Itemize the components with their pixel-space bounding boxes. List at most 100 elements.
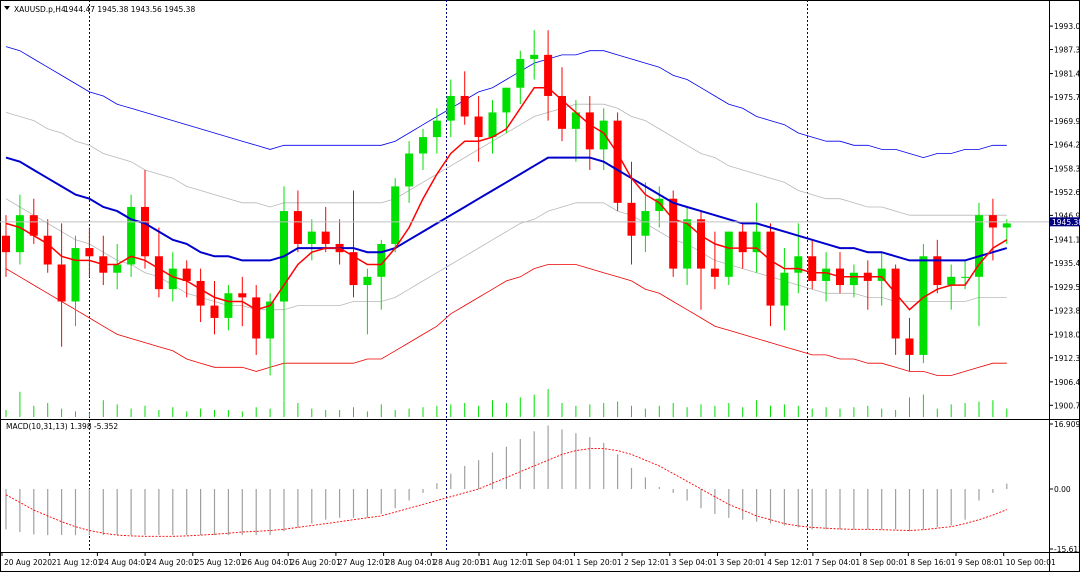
- candle-body: [822, 268, 831, 281]
- price-tick-label: 1946.95: [1054, 211, 1080, 220]
- candle: [57, 223, 66, 347]
- candle-body: [933, 256, 942, 286]
- candle: [113, 243, 122, 290]
- candle-body: [544, 54, 553, 96]
- ohlc-values: 1944.47 1945.38 1943.56 1945.38: [64, 5, 195, 14]
- candle-body: [29, 215, 38, 236]
- symbol-label: XAUUSD.p,H4: [14, 5, 66, 14]
- macd-panel: [5, 425, 1008, 537]
- time-tick-label: 3 Sep 20:01: [720, 558, 766, 567]
- candle: [43, 219, 52, 273]
- candle-body: [238, 293, 247, 298]
- candle-body: [961, 276, 970, 278]
- price-tick-label: 1981.45: [1054, 70, 1080, 79]
- candle: [502, 87, 511, 133]
- candle-body: [224, 293, 233, 318]
- candle-body: [516, 58, 525, 88]
- candle-body: [210, 305, 219, 318]
- ma-fast-line: [5, 86, 1008, 311]
- candle: [196, 268, 205, 323]
- candle-body: [766, 231, 775, 306]
- price-tick-label: 1912.30: [1054, 354, 1080, 363]
- candle: [530, 30, 539, 80]
- candle-body: [1002, 223, 1011, 228]
- price-axis[interactable]: 1993.00 1987.30 1981.45 1975.75 1969.90 1964.…: [1049, 22, 1080, 410]
- price-tick-label: 1958.35: [1054, 165, 1080, 174]
- price-tick-label: 1918.00: [1054, 330, 1080, 339]
- candle-body: [85, 248, 94, 257]
- candle-body: [655, 198, 664, 212]
- time-tick-label: 25 Aug 12:01: [195, 558, 246, 567]
- candle: [877, 252, 886, 306]
- envelope-bands: [5, 46, 1007, 376]
- moving-averages: [5, 86, 1008, 311]
- candle: [432, 108, 441, 154]
- candle: [127, 194, 136, 277]
- candle-body: [113, 264, 122, 273]
- price-tick-label: 1923.85: [1054, 306, 1080, 315]
- price-tick-label: 1935.40: [1054, 259, 1080, 268]
- price-tick-label: 1941.10: [1054, 235, 1080, 244]
- candle: [599, 108, 608, 170]
- price-tick-label: 1906.45: [1054, 378, 1080, 387]
- candle-body: [683, 219, 692, 269]
- candle-body: [154, 256, 163, 290]
- candle: [266, 293, 275, 376]
- candle-body: [57, 264, 66, 302]
- candle: [474, 95, 483, 162]
- candle-body: [905, 338, 914, 355]
- candle: [558, 67, 566, 142]
- macd-tick-label: 16.909: [1054, 420, 1080, 429]
- candle-body: [975, 215, 983, 277]
- price-tick-label: 1975.75: [1054, 93, 1080, 102]
- time-tick-label: 4 Sep 12:01: [767, 558, 813, 567]
- time-tick-label: 24 Aug 04:01: [99, 558, 150, 567]
- candle-body: [196, 280, 205, 306]
- macd-axis: 16.909 0.00 -15.613: [1049, 420, 1080, 554]
- band-upper-line: [5, 46, 1007, 159]
- candle: [919, 243, 928, 364]
- candle-body: [363, 276, 372, 286]
- candle-body: [15, 215, 24, 253]
- candle: [349, 190, 358, 298]
- price-tick-label: 1969.90: [1054, 117, 1080, 126]
- candle-body: [613, 120, 622, 203]
- price-tick-label: 1964.20: [1054, 140, 1080, 149]
- candle-body: [141, 206, 149, 257]
- candle-body: [530, 54, 539, 59]
- candle: [849, 264, 858, 298]
- price-tick-label: 1929.55: [1054, 283, 1080, 292]
- candle: [141, 169, 149, 269]
- candle-body: [321, 231, 330, 244]
- time-tick-label: 24 Aug 20:01: [147, 558, 198, 567]
- macd-label: MACD(10,31,13) 1.398 -5.352: [6, 422, 118, 431]
- candle-body: [293, 211, 302, 244]
- band-inner-upper-line: [5, 103, 1007, 216]
- candle: [210, 280, 219, 335]
- candles[interactable]: [2, 30, 1011, 401]
- candle: [752, 202, 761, 273]
- macd-tick-label: 0.00: [1054, 485, 1071, 494]
- candle: [363, 268, 372, 335]
- time-tick-label: 8 Sep 16:01: [910, 558, 956, 567]
- candle-body: [419, 137, 427, 154]
- macd-signal-line: [5, 448, 1007, 537]
- time-tick-label: 20 Aug 2020: [4, 558, 52, 567]
- candle: [613, 112, 622, 212]
- candle: [2, 215, 10, 277]
- candle-body: [2, 235, 10, 253]
- candle-body: [405, 153, 414, 187]
- price-tick-label: 1987.30: [1054, 46, 1080, 55]
- triangle-down-icon[interactable]: [4, 6, 10, 10]
- candle: [391, 178, 400, 253]
- candle: [182, 260, 191, 298]
- candle-body: [488, 112, 497, 138]
- candle-body: [558, 95, 566, 129]
- time-tick-label: 21 Aug 12:01: [52, 558, 103, 567]
- time-tick-label: 10 Sep 00:01: [1006, 558, 1056, 567]
- candle: [905, 317, 914, 372]
- candle-body: [738, 231, 747, 253]
